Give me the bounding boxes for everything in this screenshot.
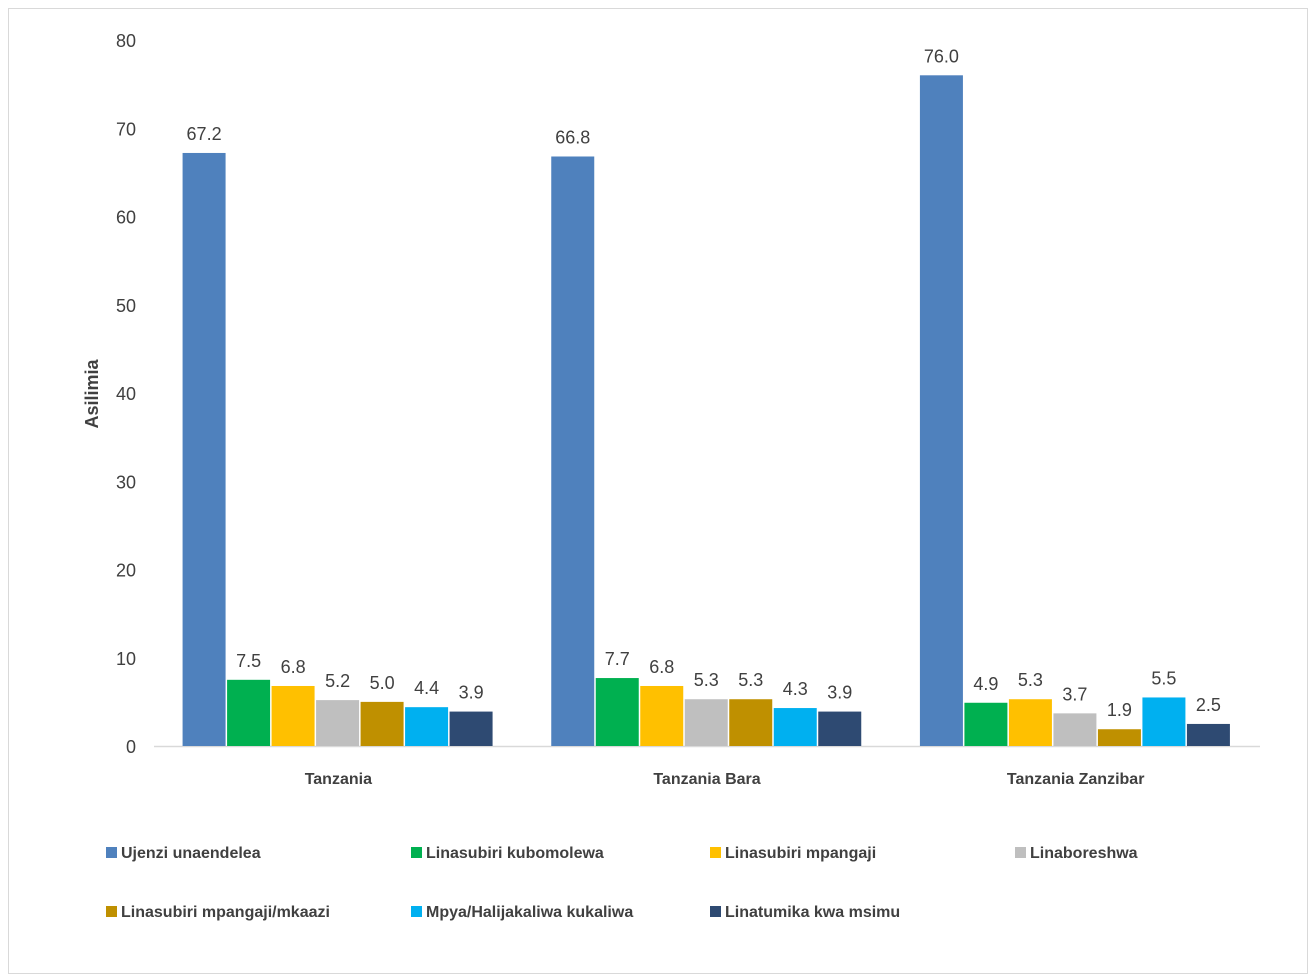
bar xyxy=(182,152,226,746)
data-label: 3.9 xyxy=(459,683,484,703)
data-label: 1.9 xyxy=(1107,700,1132,720)
data-label: 3.9 xyxy=(827,683,852,703)
data-label: 5.3 xyxy=(738,670,763,690)
bar xyxy=(919,75,963,747)
data-label: 5.2 xyxy=(325,671,350,691)
bar xyxy=(1053,713,1097,746)
bar xyxy=(818,711,862,746)
data-label: 5.3 xyxy=(694,670,719,690)
bar xyxy=(1097,729,1141,746)
bar xyxy=(405,707,449,746)
legend-swatch xyxy=(710,847,721,858)
data-label: 3.7 xyxy=(1062,684,1087,704)
bar xyxy=(729,699,773,746)
data-label: 4.9 xyxy=(973,674,998,694)
y-axis-title: Asilimia xyxy=(82,358,102,428)
legend-label: Linasubiri mpangaji/mkaazi xyxy=(121,904,330,921)
bar xyxy=(316,700,360,746)
data-label: 7.5 xyxy=(236,651,261,671)
legend-label: Linatumika kwa msimu xyxy=(725,904,900,921)
y-tick-label: 70 xyxy=(116,119,136,139)
bar xyxy=(449,711,493,746)
y-tick-label: 10 xyxy=(116,649,136,669)
legend-swatch xyxy=(411,906,422,917)
legend-swatch xyxy=(411,847,422,858)
legend-swatch xyxy=(106,847,117,858)
axis-layer: 0 10 20 30 40 50 60 70 80 Tanzania Tanzania Bara Ta… xyxy=(116,31,1260,788)
bar xyxy=(360,701,404,747)
bar xyxy=(1008,699,1052,746)
legend-swatch xyxy=(1015,847,1026,858)
y-tick-label: 20 xyxy=(116,561,136,581)
legend-label: Ujenzi unaendelea xyxy=(121,845,261,862)
bar xyxy=(271,685,315,746)
bar xyxy=(1142,697,1186,746)
x-category-label: Tanzania xyxy=(305,771,372,788)
data-label: 7.7 xyxy=(605,649,630,669)
bar xyxy=(1186,723,1230,746)
data-label: 6.8 xyxy=(649,657,674,677)
bar xyxy=(773,708,817,746)
y-tick-label: 80 xyxy=(116,31,136,51)
bar xyxy=(551,156,595,747)
legend-label: Linasubiri kubomolewa xyxy=(426,845,604,862)
legend-label: Linasubiri mpangaji xyxy=(725,845,876,862)
y-tick-label: 40 xyxy=(116,384,136,404)
data-label: 66.8 xyxy=(555,127,590,147)
x-category-label: Tanzania Bara xyxy=(653,771,760,788)
y-tick-label: 50 xyxy=(116,296,136,316)
bar xyxy=(595,678,639,746)
bar xyxy=(684,699,728,746)
bars-layer xyxy=(182,75,1230,747)
data-label: 5.3 xyxy=(1018,670,1043,690)
data-label: 5.5 xyxy=(1151,668,1176,688)
legend: Ujenzi unaendelea Linasubiri kubomolewa Li… xyxy=(106,845,1138,921)
data-label: 76.0 xyxy=(924,46,959,66)
data-label: 6.8 xyxy=(281,657,306,677)
bar xyxy=(227,679,271,746)
data-label: 2.5 xyxy=(1196,695,1221,715)
y-tick-label: 30 xyxy=(116,472,136,492)
bar xyxy=(640,685,684,746)
bar xyxy=(964,702,1008,746)
data-label: 67.2 xyxy=(187,124,222,144)
data-label: 5.0 xyxy=(370,673,395,693)
data-labels-layer: 67.2 7.5 6.8 5.2 5.0 4.4 3.9 66.8 7.7 6.8 5.3 5.3 4.… xyxy=(187,46,1221,720)
legend-swatch xyxy=(710,906,721,917)
x-category-label: Tanzania Zanzibar xyxy=(1007,771,1145,788)
legend-swatch xyxy=(106,906,117,917)
data-label: 4.3 xyxy=(783,679,808,699)
data-label: 4.4 xyxy=(414,678,439,698)
legend-label: Mpya/Halijakaliwa kukaliwa xyxy=(426,904,633,921)
y-tick-label: 60 xyxy=(116,208,136,228)
y-tick-label: 0 xyxy=(126,737,136,757)
legend-label: Linaboreshwa xyxy=(1030,845,1138,862)
